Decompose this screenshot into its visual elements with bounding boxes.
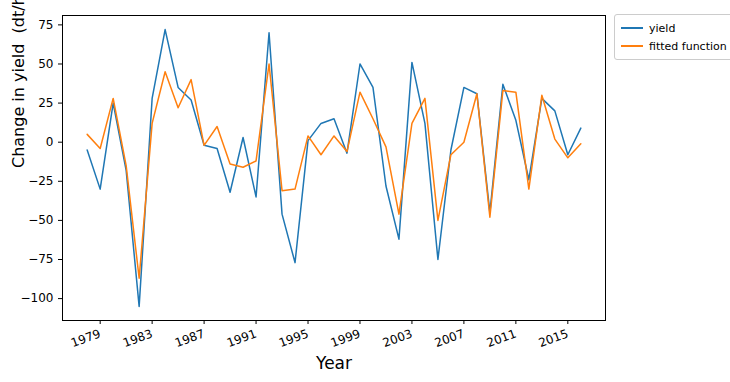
svg-text:2003: 2003 (381, 327, 414, 351)
svg-text:Year: Year (315, 353, 352, 373)
svg-text:Change in yield (dt/ha): Change in yield (dt/ha) (9, 0, 28, 168)
svg-text:−75: −75 (28, 252, 53, 266)
svg-text:1995: 1995 (277, 327, 310, 351)
svg-text:1983: 1983 (121, 327, 154, 351)
svg-text:1999: 1999 (329, 327, 362, 351)
svg-text:1991: 1991 (225, 327, 258, 351)
svg-text:−25: −25 (28, 174, 53, 188)
svg-text:2015: 2015 (537, 327, 570, 351)
svg-text:75: 75 (38, 18, 53, 32)
svg-text:25: 25 (38, 96, 53, 110)
svg-text:2011: 2011 (485, 327, 518, 351)
svg-text:1987: 1987 (173, 327, 206, 351)
html-text:fitted function: fitted function (649, 39, 727, 53)
svg-text:1979: 1979 (69, 327, 102, 351)
svg-text:−50: −50 (28, 213, 53, 227)
svg-text:0: 0 (46, 135, 54, 149)
svg-text:2007: 2007 (433, 327, 466, 351)
svg-text:−100: −100 (21, 291, 54, 305)
html-text:yield: yield (649, 21, 676, 35)
svg-text:50: 50 (38, 57, 53, 71)
